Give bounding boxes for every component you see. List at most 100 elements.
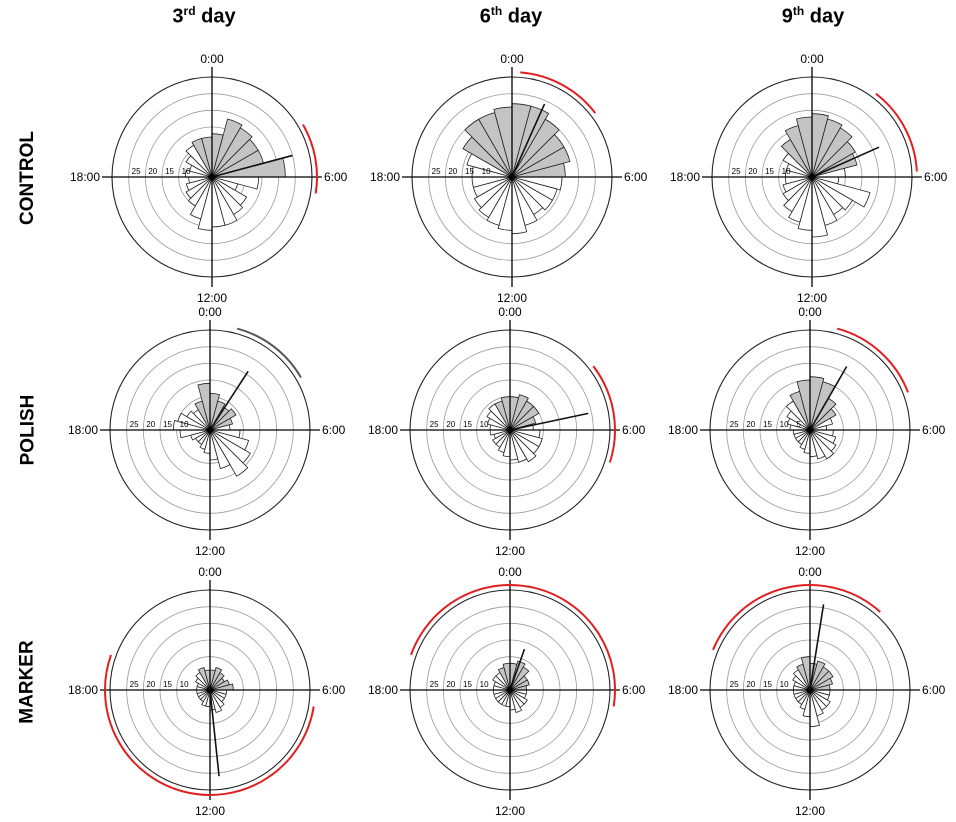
confidence-arc <box>236 327 302 379</box>
radial-tick-label: 15 <box>463 680 472 689</box>
direction-label-right: 6:00 <box>322 423 346 437</box>
rose-petal <box>511 118 560 178</box>
rose-petal <box>509 405 540 431</box>
column-title-suffix: rd <box>183 4 196 18</box>
column-title-3rd-day: 3rd day <box>124 4 284 29</box>
mean-vector <box>811 146 880 178</box>
rose-plot: 0:00 6:00 12:00 18:00 10 15 20 25 <box>370 52 648 305</box>
mean-vector <box>511 103 546 178</box>
direction-label-left: 18:00 <box>668 683 698 697</box>
radial-tick-label: 10 <box>482 167 491 176</box>
direction-label-right: 6:00 <box>622 423 646 437</box>
rose-plot: 0:00 6:00 12:00 18:00 10 15 20 25 <box>68 565 346 818</box>
direction-label-top: 0:00 <box>498 565 522 579</box>
direction-label-top: 0:00 <box>200 52 224 66</box>
rose-petal <box>209 672 225 691</box>
confidence-arc <box>836 327 909 393</box>
rose-petal <box>509 429 528 463</box>
radial-tick-label: 10 <box>780 420 789 429</box>
mean-vector <box>209 689 220 777</box>
direction-label-bottom: 12:00 <box>195 544 225 558</box>
center-hub <box>209 174 215 180</box>
direction-label-bottom: 12:00 <box>795 544 825 558</box>
direction-label-right: 6:00 <box>622 683 646 697</box>
direction-label-top: 0:00 <box>798 565 822 579</box>
direction-label-right: 6:00 <box>924 170 948 184</box>
radial-tick-label: 15 <box>165 167 174 176</box>
column-title-6th-day: 6th day <box>431 4 591 29</box>
rose-petal <box>187 176 213 207</box>
rose-petal <box>809 677 834 691</box>
rose-petal <box>788 176 813 223</box>
direction-label-right: 6:00 <box>324 170 348 184</box>
confidence-arc <box>410 584 617 707</box>
radial-tick-label: 20 <box>748 167 757 176</box>
column-title-number: 3 <box>172 5 184 28</box>
rose-petal <box>511 176 553 211</box>
radial-tick-label: 15 <box>765 167 774 176</box>
rose-petal <box>509 679 530 691</box>
rose-petal <box>186 410 211 431</box>
rose-petal <box>811 176 871 208</box>
radial-tick-label: 25 <box>430 680 439 689</box>
rose-petal <box>809 429 826 460</box>
column-title-number: 6 <box>479 5 491 28</box>
rose-petal <box>511 146 571 178</box>
radial-tick-label: 5 <box>796 420 801 429</box>
direction-label-left: 18:00 <box>668 423 698 437</box>
rose-petal <box>189 176 213 220</box>
radial-tick-label: 25 <box>730 680 739 689</box>
rose-petal <box>809 429 835 460</box>
radial-tick-label: 10 <box>182 167 191 176</box>
direction-label-left: 18:00 <box>670 170 700 184</box>
column-title-suffix: th <box>490 4 503 18</box>
rose-petal <box>782 176 813 202</box>
radial-tick-label: 20 <box>446 420 455 429</box>
direction-label-top: 0:00 <box>498 305 522 319</box>
column-title-word: day <box>809 5 845 28</box>
rose-plot: 0:00 6:00 12:00 18:00 10 15 20 25 <box>670 52 948 305</box>
radial-tick-label: 20 <box>448 167 457 176</box>
rose-petal <box>492 429 511 445</box>
direction-label-top: 0:00 <box>798 305 822 319</box>
radial-tick-label: 10 <box>480 680 489 689</box>
direction-label-bottom: 12:00 <box>497 291 527 305</box>
radial-tick-label: 10 <box>180 680 189 689</box>
rose-plot: 0:00 6:00 12:00 18:00 10 15 20 25 <box>368 305 646 558</box>
direction-label-left: 18:00 <box>68 683 98 697</box>
rose-petal <box>811 176 853 211</box>
rose-plot: 0:00 6:00 12:00 18:00 10 15 20 25 <box>368 565 646 818</box>
direction-label-top: 0:00 <box>800 52 824 66</box>
rose-petal <box>509 429 537 463</box>
rose-petal <box>211 127 253 178</box>
column-title-suffix: th <box>792 4 805 18</box>
direction-label-bottom: 12:00 <box>195 804 225 818</box>
center-hub <box>807 427 813 433</box>
rose-petal <box>509 416 537 431</box>
mean-vector <box>211 154 293 178</box>
direction-label-bottom: 12:00 <box>797 291 827 305</box>
radial-tick-label: 15 <box>763 420 772 429</box>
rose-plot: 0:00 6:00 12:00 18:00 10 15 20 25 <box>68 305 346 558</box>
direction-label-right: 6:00 <box>922 683 946 697</box>
rose-petal <box>473 176 513 209</box>
direction-label-right: 6:00 <box>322 683 346 697</box>
rose-petal <box>185 176 213 191</box>
radial-tick-label: 15 <box>163 680 172 689</box>
rose-petal <box>509 689 523 714</box>
radial-tick-label: 20 <box>146 420 155 429</box>
rose-petal <box>809 408 837 431</box>
direction-label-left: 18:00 <box>68 423 98 437</box>
direction-label-left: 18:00 <box>368 683 398 697</box>
direction-label-bottom: 12:00 <box>197 291 227 305</box>
direction-label-bottom: 12:00 <box>495 544 525 558</box>
radial-tick-label: 10 <box>780 680 789 689</box>
center-hub <box>207 687 213 693</box>
confidence-arc <box>302 124 318 194</box>
direction-label-right: 6:00 <box>922 423 946 437</box>
rose-petal <box>782 176 813 193</box>
confidence-arc <box>712 584 881 651</box>
mean-vector <box>509 648 526 691</box>
radial-tick-label: 20 <box>746 680 755 689</box>
